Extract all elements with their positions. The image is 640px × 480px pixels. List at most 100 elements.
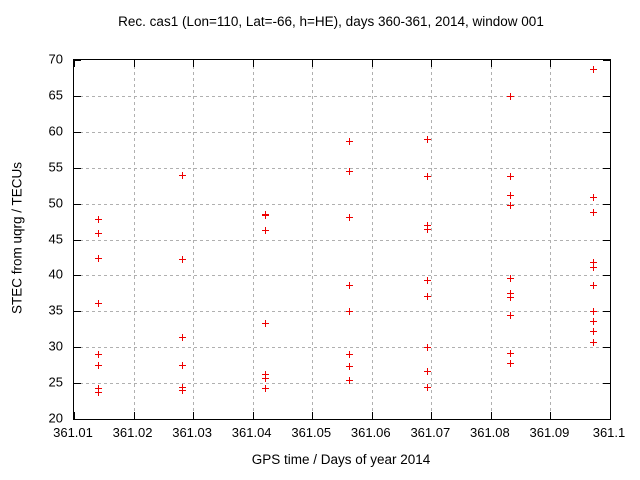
y-tick-mark <box>603 203 610 205</box>
data-point-marker <box>589 328 597 336</box>
data-point-marker <box>95 351 103 359</box>
y-tick-label: 60 <box>48 123 63 139</box>
gridline-horizontal <box>74 275 610 277</box>
y-tick-mark <box>74 131 81 133</box>
data-point-marker <box>589 318 597 326</box>
data-point-marker <box>178 387 186 395</box>
data-point-marker <box>423 293 431 301</box>
y-tick-mark <box>74 95 81 97</box>
y-tick-label: 70 <box>48 51 63 67</box>
y-tick-mark <box>74 203 81 205</box>
y-tick-mark <box>74 275 81 277</box>
data-point-marker <box>262 212 270 220</box>
gridline-horizontal <box>74 383 610 385</box>
data-point-marker <box>506 92 514 100</box>
y-tick-labels: 20 25 30 35 40 45 50 55 60 65 70 <box>0 0 63 480</box>
x-tick-label: 361.03 <box>172 425 212 440</box>
x-tick-mark <box>610 412 611 419</box>
data-point-marker <box>262 375 270 383</box>
data-point-marker <box>506 172 514 180</box>
data-point-marker <box>178 334 186 342</box>
x-tick-label: 361.02 <box>112 425 153 440</box>
x-tick-mark <box>490 60 492 67</box>
data-point-marker <box>423 367 431 375</box>
data-point-marker <box>95 230 103 238</box>
data-point-marker <box>345 377 353 385</box>
x-tick-labels: 361.01 361.02 361.03 361.04 361.05 361.06 361.… <box>0 425 640 441</box>
data-point-marker <box>589 209 597 217</box>
x-tick-mark <box>431 412 433 419</box>
data-point-marker <box>178 255 186 263</box>
x-tick-label: 361.1 <box>592 425 626 440</box>
y-tick-mark <box>603 60 610 61</box>
y-tick-mark <box>603 167 610 169</box>
x-tick-mark <box>431 60 433 67</box>
x-tick-label: 361.05 <box>291 425 332 440</box>
y-tick-mark <box>603 95 610 97</box>
x-tick-mark <box>312 60 314 67</box>
data-point-marker <box>345 362 353 370</box>
chart-title: Rec. cas1 (Lon=110, Lat=-66, h=HE), days… <box>118 14 544 29</box>
data-point-marker <box>95 255 103 263</box>
data-point-marker <box>506 202 514 210</box>
x-tick-label: 361.08 <box>469 425 510 440</box>
data-point-marker <box>95 385 103 393</box>
x-tick-label: 361.09 <box>529 425 570 440</box>
gridline-horizontal <box>74 131 610 133</box>
data-point-marker <box>589 65 597 73</box>
gridline-horizontal <box>74 311 610 313</box>
y-tick-label: 25 <box>48 374 63 390</box>
data-point-marker <box>345 168 353 176</box>
data-point-marker <box>345 281 353 289</box>
x-tick-mark <box>74 412 75 419</box>
gridline-horizontal <box>74 239 610 241</box>
data-point-marker <box>423 226 431 234</box>
data-point-marker <box>95 362 103 370</box>
y-tick-mark <box>603 383 610 385</box>
data-point-marker <box>506 289 514 297</box>
data-point-marker <box>423 276 431 284</box>
y-tick-label: 30 <box>48 338 63 354</box>
x-tick-mark <box>550 60 552 67</box>
x-tick-mark <box>74 60 75 67</box>
x-axis-title: GPS time / Days of year 2014 <box>251 452 431 467</box>
data-point-marker <box>423 222 431 230</box>
data-point-marker <box>506 191 514 199</box>
y-tick-label: 65 <box>48 87 63 103</box>
x-tick-label: 361.04 <box>231 425 272 440</box>
data-point-marker <box>95 388 103 396</box>
data-point-marker <box>589 281 597 289</box>
data-point-marker <box>95 216 103 224</box>
data-point-marker <box>262 385 270 393</box>
x-tick-mark <box>312 412 314 419</box>
y-tick-mark <box>74 311 81 313</box>
data-point-marker <box>345 138 353 146</box>
y-tick-mark <box>74 167 81 169</box>
data-point-marker <box>506 311 514 319</box>
y-tick-mark <box>603 131 610 133</box>
gridline-horizontal <box>74 167 610 169</box>
data-point-marker <box>423 384 431 392</box>
data-point-marker <box>506 359 514 367</box>
data-point-marker <box>506 293 514 301</box>
x-tick-mark <box>252 60 254 67</box>
y-tick-mark <box>74 419 81 420</box>
y-tick-mark <box>603 419 610 420</box>
data-point-marker <box>345 213 353 221</box>
x-tick-mark <box>193 60 195 67</box>
y-tick-label: 35 <box>48 302 63 318</box>
x-tick-mark <box>610 60 611 67</box>
y-tick-mark <box>74 239 81 241</box>
data-point-marker <box>589 307 597 315</box>
data-point-marker <box>178 171 186 179</box>
data-point-marker <box>589 194 597 202</box>
data-point-marker <box>506 349 514 357</box>
data-point-marker <box>262 370 270 378</box>
y-tick-label: 50 <box>48 195 63 211</box>
x-tick-mark <box>133 60 135 67</box>
data-point-marker <box>345 307 353 315</box>
data-point-marker <box>178 383 186 391</box>
plot-area <box>73 59 611 420</box>
y-tick-mark <box>603 311 610 313</box>
